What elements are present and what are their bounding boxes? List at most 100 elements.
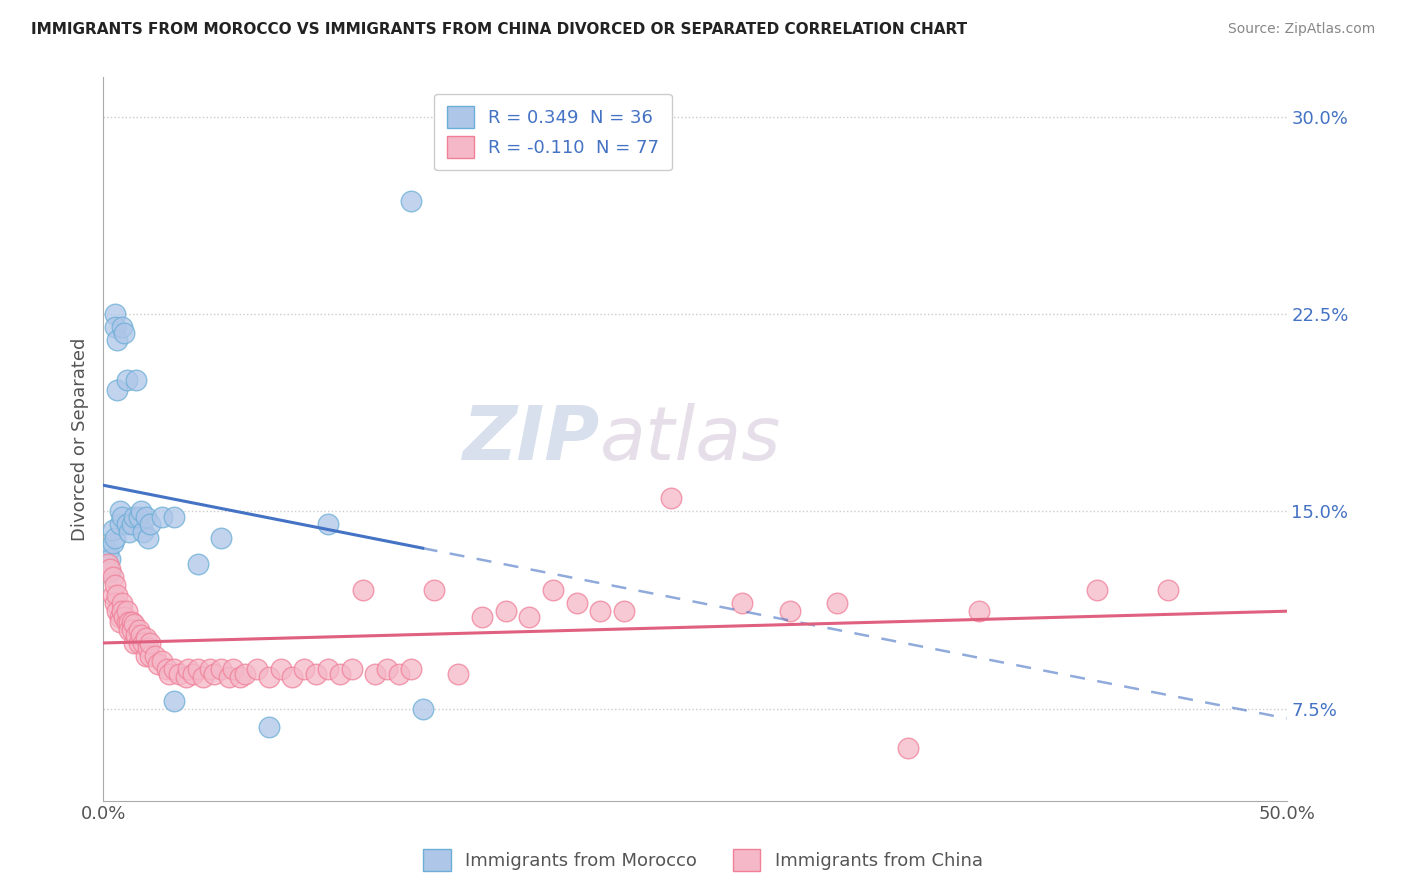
Point (97, 543, 120, 558)
Point (541, 583, 564, 598)
Point (125, 373, 148, 387)
Point (211, 662, 233, 676)
Point (104, 320, 127, 334)
Point (136, 531, 159, 545)
Point (115, 615, 138, 629)
Point (305, 667, 328, 681)
Point (115, 604, 138, 618)
Point (447, 667, 470, 681)
Point (517, 609, 540, 624)
Point (98, 551, 121, 566)
Point (132, 636, 155, 650)
Point (104, 578, 127, 592)
Legend: Immigrants from Morocco, Immigrants from China: Immigrants from Morocco, Immigrants from… (416, 842, 990, 879)
Point (118, 615, 141, 629)
Point (423, 583, 446, 598)
Point (246, 662, 269, 676)
Point (135, 631, 157, 645)
Point (97, 557, 120, 571)
Point (132, 525, 155, 540)
Point (150, 509, 173, 524)
Point (897, 741, 920, 756)
Point (135, 509, 157, 524)
Point (187, 662, 209, 676)
Point (181, 667, 204, 681)
Point (198, 662, 221, 676)
Point (1085, 583, 1108, 598)
Point (222, 662, 245, 676)
Point (135, 648, 157, 663)
Point (156, 662, 179, 676)
Point (122, 509, 145, 524)
Point (128, 509, 150, 524)
Point (111, 596, 134, 610)
Point (353, 583, 375, 598)
Point (375, 662, 398, 676)
Point (967, 604, 990, 618)
Point (105, 334, 128, 348)
Point (1157, 583, 1180, 598)
Point (105, 589, 128, 603)
Point (136, 641, 159, 656)
Point (108, 504, 131, 518)
Point (177, 662, 200, 676)
Point (125, 628, 148, 642)
Point (108, 517, 131, 532)
Text: IMMIGRANTS FROM MOROCCO VS IMMIGRANTS FROM CHINA DIVORCED OR SEPARATED CORRELATI: IMMIGRANTS FROM MOROCCO VS IMMIGRANTS FR… (31, 22, 967, 37)
Point (399, 194, 422, 208)
Point (108, 615, 131, 629)
Point (659, 491, 682, 506)
Point (589, 604, 612, 618)
Point (292, 662, 315, 676)
Point (118, 623, 141, 637)
Point (565, 596, 588, 610)
Point (163, 662, 186, 676)
Point (98, 562, 121, 576)
Point (191, 670, 214, 684)
Point (388, 667, 411, 681)
Point (139, 636, 162, 650)
Point (121, 623, 143, 637)
Point (104, 531, 127, 545)
Point (731, 596, 754, 610)
Text: ZIP: ZIP (463, 402, 600, 475)
Point (139, 517, 162, 532)
Point (129, 628, 152, 642)
Point (105, 604, 128, 618)
Point (150, 654, 173, 668)
Point (121, 517, 143, 532)
Point (101, 536, 124, 550)
Point (495, 604, 517, 618)
Point (167, 667, 190, 681)
Point (128, 636, 150, 650)
Point (825, 596, 848, 610)
Point (104, 596, 127, 610)
Point (211, 531, 233, 545)
Point (229, 670, 252, 684)
Point (270, 662, 292, 676)
Point (316, 517, 339, 532)
Point (187, 557, 209, 571)
Point (281, 670, 304, 684)
Point (174, 670, 197, 684)
Point (98, 565, 121, 579)
Point (163, 509, 186, 524)
Point (163, 694, 186, 708)
Point (111, 509, 134, 524)
Text: atlas: atlas (600, 403, 782, 475)
Point (115, 517, 138, 532)
Text: Source: ZipAtlas.com: Source: ZipAtlas.com (1227, 22, 1375, 37)
Point (329, 667, 352, 681)
Point (613, 604, 636, 618)
Point (128, 623, 150, 637)
Point (101, 523, 124, 537)
Point (471, 609, 494, 624)
Point (122, 636, 145, 650)
Point (115, 373, 138, 387)
Y-axis label: Divorced or Separated: Divorced or Separated (72, 337, 89, 541)
Point (233, 667, 256, 681)
Legend: R = 0.349  N = 36, R = -0.110  N = 77: R = 0.349 N = 36, R = -0.110 N = 77 (434, 94, 672, 170)
Point (121, 615, 143, 629)
Point (202, 667, 225, 681)
Point (157, 667, 180, 681)
